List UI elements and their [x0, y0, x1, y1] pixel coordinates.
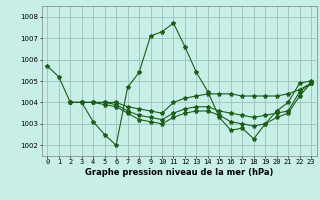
X-axis label: Graphe pression niveau de la mer (hPa): Graphe pression niveau de la mer (hPa)	[85, 168, 273, 177]
